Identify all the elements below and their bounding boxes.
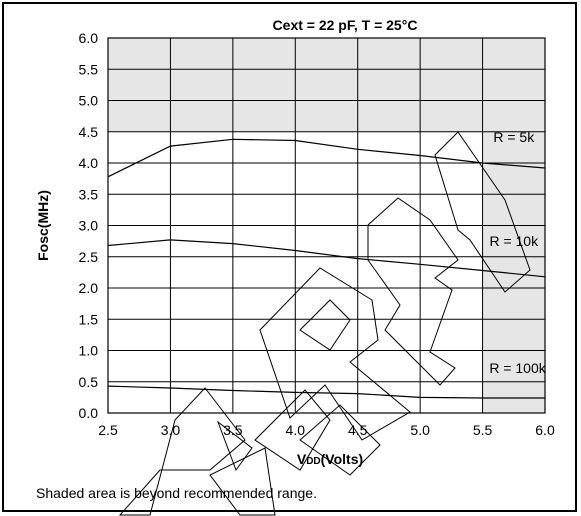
- x-axis-label-unit: (Volts): [321, 451, 364, 467]
- preliminary-watermark: [118, 131, 531, 516]
- shaded-region-1: [482, 131, 545, 413]
- y-tick-label-2: 1.0: [79, 343, 99, 359]
- y-tick-label-0: 0.0: [79, 405, 99, 421]
- x-axis-label-main: V: [297, 451, 307, 467]
- series-annotation-0: R = 5k: [493, 129, 535, 145]
- x-axis-label: VDD(Volts): [297, 451, 363, 467]
- series-line-0: [107, 138, 546, 178]
- y-tick-label-12: 6.0: [79, 30, 99, 46]
- y-tick-label-6: 3.0: [79, 218, 99, 234]
- chart-title: Cext = 22 pF, T = 25°C: [273, 17, 418, 33]
- x-axis-label-subscript: DD: [306, 456, 320, 467]
- y-axis-label: Fosc(MHz): [35, 190, 51, 261]
- x-tick-label-3: 4.0: [286, 422, 306, 438]
- y-tick-label-10: 5.0: [79, 93, 99, 109]
- series-annotation-1: R = 10k: [489, 233, 539, 249]
- series-line-1: [107, 239, 546, 278]
- x-tick-label-1: 3.0: [161, 422, 181, 438]
- x-tick-label-5: 5.0: [410, 422, 430, 438]
- x-tick-label-2: 3.5: [223, 422, 243, 438]
- y-tick-label-7: 3.5: [79, 186, 99, 202]
- y-tick-label-8: 4.0: [79, 155, 99, 171]
- shaded-region-0: [108, 38, 545, 132]
- x-tick-label-6: 5.5: [473, 422, 493, 438]
- series-line-2: [107, 385, 545, 399]
- y-tick-label-9: 4.5: [79, 124, 99, 140]
- series-annotation-2: R = 100k: [489, 360, 546, 376]
- plot-border: [107, 37, 546, 414]
- x-tick-label-4: 4.5: [348, 422, 368, 438]
- y-tick-label-3: 1.5: [79, 311, 99, 327]
- y-tick-label-4: 2.0: [79, 280, 99, 296]
- y-tick-label-1: 0.5: [79, 374, 99, 390]
- footnote: Shaded area is beyond recommended range.: [36, 485, 317, 501]
- x-tick-label-7: 6.0: [535, 422, 555, 438]
- y-tick-label-5: 2.5: [79, 249, 99, 265]
- y-tick-label-11: 5.5: [79, 61, 99, 77]
- x-tick-label-0: 2.5: [98, 422, 118, 438]
